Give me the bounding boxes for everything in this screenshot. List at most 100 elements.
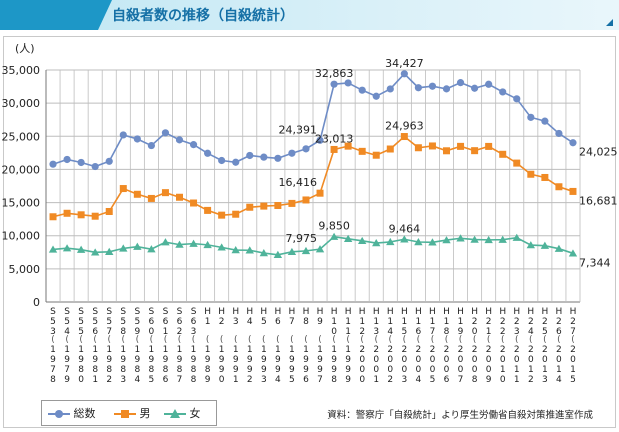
- data-point-female: [568, 249, 578, 257]
- y-tick-label: 30,000: [2, 97, 41, 110]
- data-point-total: [147, 141, 155, 150]
- x-tick-bracket: (: [276, 335, 280, 345]
- data-point-total: [471, 84, 479, 92]
- x-tick-bracket: (: [417, 335, 421, 345]
- x-tick-bracket: (: [515, 335, 519, 345]
- data-point-male: [260, 202, 268, 210]
- data-point-total: [400, 70, 408, 78]
- data-point-male: [316, 189, 324, 197]
- data-point-male: [119, 185, 127, 193]
- data-point-total: [527, 113, 535, 121]
- data-point-male: [372, 151, 380, 159]
- corner-triangle-icon: [606, 19, 613, 26]
- data-point-female: [147, 245, 156, 253]
- x-tick-bracket: (: [318, 335, 322, 345]
- x-tick-bracket: (: [445, 335, 449, 345]
- data-point-male: [133, 190, 141, 198]
- data-label-male: 23,013: [315, 132, 354, 145]
- data-point-total: [175, 136, 184, 144]
- title-accent-notch: [98, 0, 112, 30]
- x-tick-bracket: (: [248, 335, 252, 345]
- data-point-total: [133, 135, 141, 143]
- data-label-total: 34,427: [385, 57, 424, 70]
- data-point-total: [428, 82, 437, 90]
- data-point-total: [204, 149, 212, 157]
- chart-frame: [3, 36, 616, 428]
- x-tick-bracket: (: [473, 335, 477, 345]
- data-label-total: 32,863: [315, 67, 354, 80]
- legend-label-female: 女: [189, 407, 201, 420]
- data-point-female: [76, 245, 86, 253]
- data-point-female: [526, 241, 536, 249]
- data-point-total: [246, 151, 254, 160]
- x-tick-bracket: (: [571, 335, 575, 345]
- legend-label-total: 総数: [73, 407, 96, 420]
- x-tick-bracket: (: [107, 335, 111, 345]
- data-point-male: [457, 142, 465, 150]
- chart-legend: 総数 男 女: [41, 400, 217, 426]
- data-point-female: [343, 234, 353, 242]
- data-point-female: [245, 246, 254, 254]
- data-point-total: [119, 131, 127, 139]
- data-point-total: [442, 85, 451, 93]
- x-tick-bracket: (: [93, 335, 97, 345]
- data-point-female: [357, 236, 367, 245]
- data-point-total: [541, 117, 549, 125]
- data-point-female: [470, 235, 479, 243]
- data-point-female: [372, 239, 381, 247]
- y-tick-label: 25,000: [2, 130, 41, 143]
- data-point-total: [161, 129, 170, 137]
- data-point-male: [288, 199, 296, 207]
- data-point-total: [260, 153, 268, 161]
- data-point-female: [428, 238, 437, 246]
- data-point-male: [527, 170, 535, 178]
- data-point-male: [428, 142, 436, 150]
- data-label-male: 16,681: [579, 194, 618, 207]
- x-tick-bracket: (: [543, 335, 547, 345]
- data-point-total: [316, 136, 324, 144]
- legend-item-female: 女: [164, 405, 201, 421]
- data-point-male: [358, 147, 366, 155]
- data-point-total: [513, 95, 521, 103]
- data-point-male: [541, 173, 549, 181]
- data-point-total: [414, 84, 422, 92]
- data-point-male: [218, 211, 226, 219]
- data-point-total: [274, 154, 282, 162]
- x-tick-bracket: (: [164, 335, 168, 345]
- x-tick-bracket: (: [360, 335, 364, 345]
- data-point-male: [161, 189, 169, 197]
- data-point-male: [330, 145, 338, 153]
- page-title: 自殺者数の推移（自殺統計）: [112, 8, 294, 24]
- x-tick-bracket: (: [487, 335, 491, 345]
- data-point-total: [499, 88, 507, 96]
- legend-circle-marker-icon: [48, 410, 70, 418]
- x-tick-bracket: (: [332, 335, 336, 345]
- data-point-female: [484, 235, 493, 244]
- data-point-total: [49, 160, 57, 168]
- data-point-male: [77, 211, 85, 219]
- x-tick-bracket: (: [79, 335, 83, 345]
- data-point-female: [62, 244, 72, 252]
